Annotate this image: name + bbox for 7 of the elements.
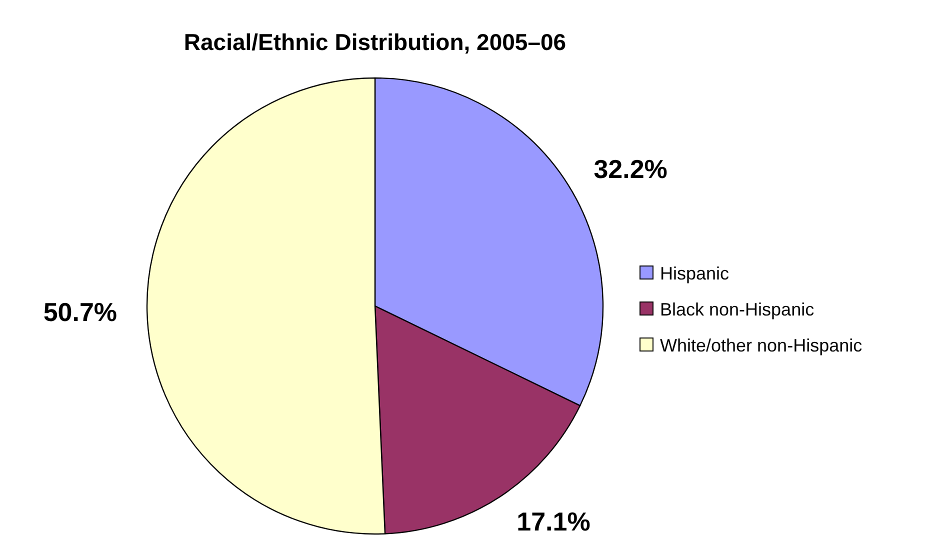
data-label: 17.1% bbox=[516, 506, 590, 537]
legend-label: White/other non-Hispanic bbox=[660, 335, 862, 356]
data-label: 50.7% bbox=[43, 296, 118, 327]
data-label: 32.2% bbox=[594, 154, 668, 184]
legend-label: Hispanic bbox=[660, 263, 730, 284]
legend-label: Black non-Hispanic bbox=[660, 299, 814, 320]
chart-title: Racial/Ethnic Distribution, 2005–06 bbox=[184, 29, 566, 55]
